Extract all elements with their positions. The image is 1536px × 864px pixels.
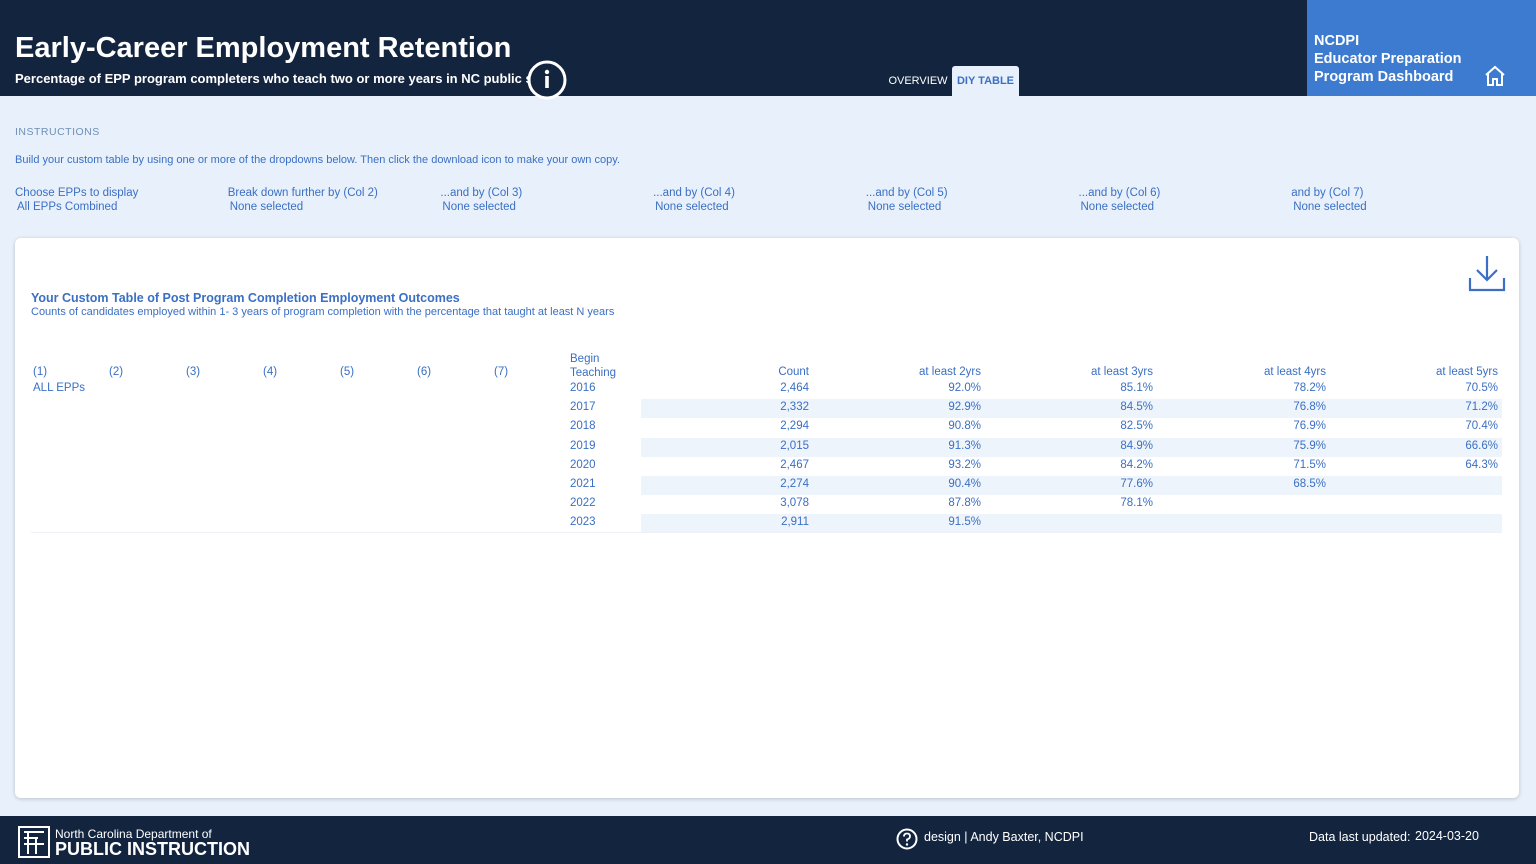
cell-year: 2017 — [570, 401, 596, 414]
cell: 84.9% — [1120, 439, 1153, 452]
cell: 64.3% — [1465, 458, 1498, 471]
download-icon[interactable] — [1467, 254, 1507, 294]
cell: 2,274 — [780, 478, 809, 490]
filter-label: Break down further by (Col 2) — [227, 187, 378, 199]
column-header: Begin Teaching — [570, 353, 617, 379]
filter-value[interactable]: None selected — [442, 201, 516, 213]
cell-year: 2019 — [570, 439, 596, 452]
filter-label: ...and by (Col 5) — [865, 187, 948, 199]
cell: 76.8% — [1293, 401, 1326, 414]
cell-year: 2018 — [570, 420, 596, 433]
org-line: North Carolina Department of — [55, 827, 212, 841]
home-icon[interactable] — [1484, 65, 1506, 87]
filter-label: ...and by (Col 6) — [1078, 187, 1161, 199]
cell: 2,464 — [780, 382, 809, 394]
filter-value[interactable]: None selected — [867, 201, 942, 213]
cell: 92.0% — [948, 382, 981, 394]
row-stripe — [641, 476, 1502, 495]
cell: 2,467 — [780, 458, 809, 471]
cell: 84.5% — [1120, 401, 1153, 414]
cell: 2,294 — [780, 420, 809, 433]
updated-date: 2024-03-20 — [1415, 829, 1479, 843]
cell-year: 2016 — [570, 382, 596, 394]
cell-year: 2023 — [570, 516, 596, 529]
cell: 91.5% — [948, 516, 981, 529]
column-header: (5) — [340, 366, 355, 378]
info-icon[interactable] — [527, 60, 569, 100]
row-stripe — [641, 437, 1502, 457]
table-subtitle: Counts of candidates employed within 1- … — [31, 306, 615, 318]
cell: 91.3% — [948, 439, 981, 452]
filter-label: ...and by (Col 4) — [653, 187, 735, 199]
cell: 76.9% — [1293, 420, 1326, 433]
table-title: Your Custom Table of Post Program Comple… — [31, 291, 460, 305]
cell: 70.5% — [1465, 382, 1498, 394]
cell: 71.5% — [1293, 458, 1326, 471]
cell: 2,332 — [780, 401, 809, 414]
cell: 66.6% — [1465, 439, 1498, 452]
table-rule — [31, 532, 1502, 533]
title: Early-Career Employment Retention — [15, 32, 512, 64]
filter-value[interactable]: None selected — [229, 201, 304, 213]
tab-active[interactable]: DIY TABLE — [952, 66, 1019, 96]
column-header: (4) — [263, 366, 278, 378]
cell: 78.1% — [1120, 497, 1153, 510]
brand-line: NCDPI — [1314, 33, 1360, 49]
filter-value[interactable]: None selected — [655, 201, 729, 213]
filter-label: ...and by (Col 3) — [440, 187, 523, 199]
cell: 75.9% — [1293, 439, 1326, 452]
column-header: at least 3yrs — [1091, 366, 1153, 378]
cell: 71.2% — [1465, 401, 1498, 414]
cell: 82.5% — [1120, 420, 1153, 433]
column-header: (6) — [417, 366, 432, 378]
cell-year: 2020 — [570, 458, 596, 471]
cell: 3,078 — [780, 497, 809, 510]
subtitle: Percentage of EPP program completers who… — [15, 71, 530, 86]
row-stripe — [641, 514, 1502, 534]
cell-year: 2021 — [570, 478, 596, 490]
filter-label: and by (Col 7) — [1291, 187, 1364, 199]
cell: 87.8% — [948, 497, 981, 510]
column-header: (7) — [494, 366, 509, 378]
cell-year: 2022 — [570, 497, 596, 510]
column-header: (1) — [33, 366, 48, 378]
row-stripe — [641, 399, 1502, 419]
credit: design | Andy Baxter, NCDPI — [924, 830, 1084, 844]
cell: 92.9% — [948, 401, 981, 414]
tab[interactable]: OVERVIEW — [888, 75, 948, 87]
instructions-label: INSTRUCTIONS — [15, 126, 100, 138]
cell: 2,015 — [780, 439, 809, 452]
cell: 84.2% — [1120, 458, 1153, 471]
cell: 93.2% — [948, 458, 981, 471]
column-header: at least 2yrs — [919, 366, 981, 378]
cell: 90.8% — [948, 420, 981, 433]
column-header: (3) — [186, 366, 201, 378]
cell: 2,911 — [781, 516, 809, 529]
filter-value[interactable]: None selected — [1293, 201, 1367, 213]
filter-value[interactable]: None selected — [1080, 201, 1155, 213]
cell: 78.2% — [1293, 382, 1326, 394]
updated-label: Data last updated: — [1309, 830, 1411, 844]
cell: 77.6% — [1120, 478, 1153, 490]
cell: 90.4% — [948, 478, 981, 490]
cell: 70.4% — [1465, 420, 1498, 433]
cell: 68.5% — [1293, 478, 1326, 490]
group-label: ALL EPPs — [33, 382, 85, 394]
brand-line: Program Dashboard — [1314, 69, 1454, 85]
filter-label: Choose EPPs to display — [15, 187, 139, 199]
logo — [18, 826, 50, 858]
org-line: PUBLIC INSTRUCTION — [55, 839, 250, 859]
footer-bar — [0, 816, 1536, 864]
filter-value[interactable]: All EPPs Combined — [17, 201, 118, 213]
column-header: at least 5yrs — [1436, 366, 1498, 378]
help-icon[interactable] — [896, 828, 918, 850]
column-header: at least 4yrs — [1264, 366, 1326, 378]
cell: 85.1% — [1120, 382, 1153, 394]
column-header: (2) — [109, 366, 124, 378]
brand-line: Educator Preparation — [1314, 51, 1462, 67]
header-bar — [0, 0, 1536, 96]
instructions-text: Build your custom table by using one or … — [15, 154, 620, 166]
column-header: Count — [778, 366, 809, 378]
